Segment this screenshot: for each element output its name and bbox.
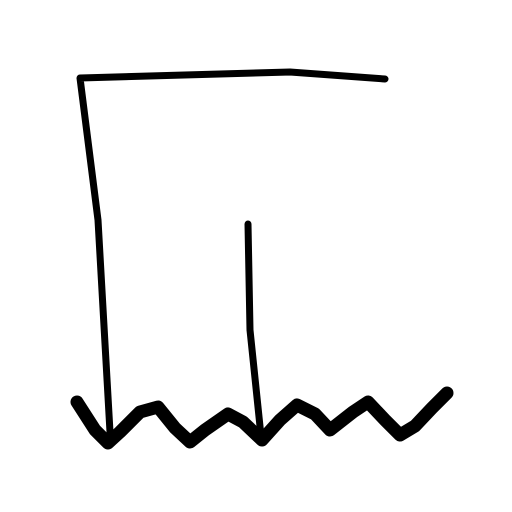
wavy-baseline [70, 386, 454, 450]
bracket-line [76, 68, 389, 436]
inner-vertical-line [244, 220, 265, 440]
